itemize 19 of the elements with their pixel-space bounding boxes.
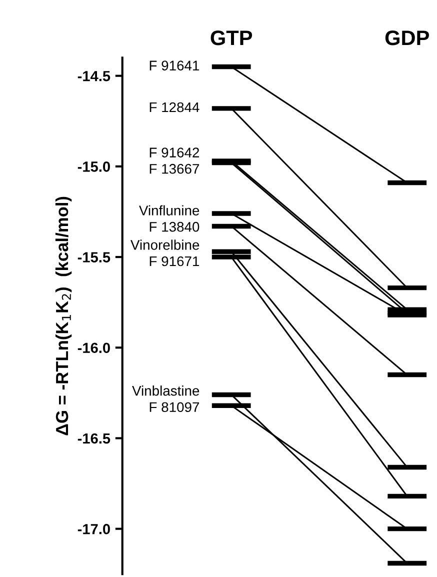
y-tick-label: -15.5 <box>78 252 110 262</box>
legend-label: Vinblastine <box>132 386 200 396</box>
y-tick-label: -15.0 <box>78 162 110 172</box>
x-tick-label: GDP <box>385 30 429 46</box>
legend-label: F 91642 <box>150 148 200 158</box>
x-tick-label: GTP <box>210 30 252 46</box>
y-tick-label: -16.5 <box>78 433 110 444</box>
legend-label: Vinflunine <box>139 205 200 216</box>
legend-label: F 91671 <box>150 256 200 266</box>
legend-label: F 12844 <box>150 102 200 112</box>
y-tick-label: -14.5 <box>78 71 110 82</box>
y-tick-label: -16.0 <box>78 342 110 354</box>
legend-label: F 13667 <box>150 164 200 174</box>
legend-label: Vinorelbine <box>130 240 200 250</box>
legend-label: F 13840 <box>150 222 200 232</box>
legend-label: F 81097 <box>150 402 200 412</box>
legend-label: F 91641 <box>150 60 200 70</box>
y-tick-label: -17.0 <box>78 524 110 534</box>
y-axis-title: ΔG = -RTLn(K$_{1}$K$_{2}$) (kcal/mol) <box>55 196 72 436</box>
